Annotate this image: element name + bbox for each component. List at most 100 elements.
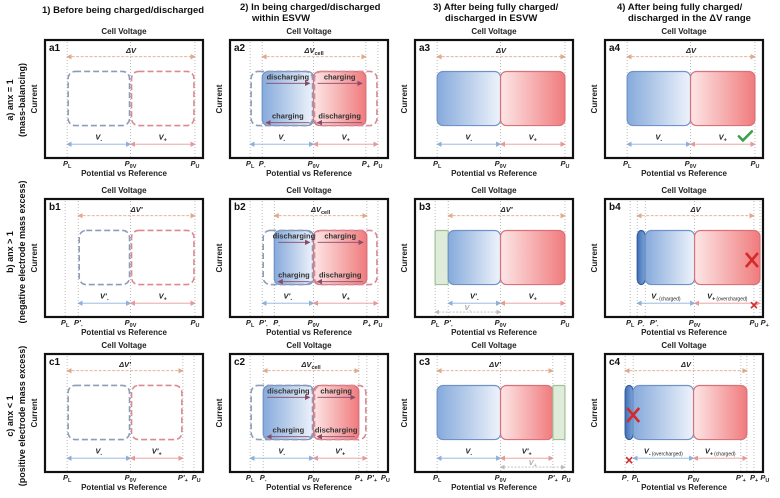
positive-electrode-region: [499, 70, 566, 127]
column-title-2: within ESVW: [251, 13, 310, 24]
negative-window-label: V-: [95, 446, 102, 457]
voltage-range-label-main: ΔV: [125, 46, 137, 55]
potential-tick-label-main: P: [190, 318, 196, 327]
positive-window-label-main: V: [705, 446, 711, 455]
potential-tick-label-main: P: [190, 159, 196, 168]
potential-tick-label: PU: [562, 473, 571, 484]
potential-tick-label: P0V: [495, 318, 507, 329]
negative-window-label: V-: [465, 132, 472, 143]
negative-window-label-main: V': [284, 291, 291, 300]
potential-axis-label: Potential vs Reference: [451, 483, 537, 492]
potential-tick-label: PL: [433, 473, 442, 484]
positive-window-label-sub: +: [342, 451, 345, 457]
positive-electrode-region: [499, 229, 566, 286]
potential-tick-label-sub: 0V: [313, 164, 320, 170]
potential-tick-label: P0V: [685, 159, 697, 170]
voltage-range-label: ΔV: [495, 46, 507, 55]
potential-tick-label-sub: +: [360, 478, 363, 484]
potential-tick-label-main: P: [192, 473, 198, 482]
potential-tick-label-sub: +: [766, 323, 769, 329]
current-axis-label: Current: [590, 84, 599, 113]
potential-tick-label-main: P: [125, 318, 131, 327]
potential-tick-label-sub: L: [438, 164, 442, 170]
potential-tick-label: P'+: [548, 473, 558, 484]
potential-tick-label-main: P: [749, 318, 755, 327]
potential-tick-label-sub: L: [68, 478, 72, 484]
voltage-range-label-main: ΔV': [118, 360, 131, 369]
potential-tick-label-sub: U: [565, 323, 569, 329]
column-title-3: 3) After being fully charged/: [433, 2, 559, 13]
current-axis-label: Current: [400, 243, 409, 272]
negative-window-label-sub: -: [470, 451, 472, 457]
voltage-range-label-main: ΔV: [680, 360, 692, 369]
potential-tick-label-sub: -: [451, 323, 453, 329]
potential-tick-label-main: P: [63, 159, 69, 168]
potential-tick-label-main: P: [433, 159, 439, 168]
discharging-label: discharging: [267, 72, 310, 81]
potential-tick-label: PU: [749, 318, 758, 329]
potential-tick-label: P-: [260, 473, 267, 484]
negative-electrode-region: [632, 384, 695, 441]
negative-window-label: V'-: [284, 291, 293, 302]
negative-window-label-sub: -: [283, 137, 285, 143]
potential-tick-label-main: P: [750, 473, 756, 482]
negative-electrode-region: [644, 229, 696, 286]
potential-tick-label-main: P: [626, 318, 632, 327]
panel-id: c4: [609, 357, 621, 368]
positive-cv-outline: [130, 384, 183, 441]
negative-window-label: V-(charged): [651, 291, 681, 302]
negative-window-label: V-: [95, 132, 102, 143]
panel-frame: [43, 197, 205, 319]
negative-window-label-sub: -: [100, 137, 102, 143]
charging-label: charging: [320, 386, 352, 395]
voltage-range-label-main: ΔV': [488, 360, 501, 369]
positive-window-label-main: V: [707, 291, 713, 300]
positive-window-label-main: V': [152, 446, 159, 455]
potential-axis-label: Potential vs Reference: [451, 169, 537, 178]
potential-tick-label-main: P: [689, 318, 695, 327]
panel-b4: PL P- P'- P0V PU P+ΔVV-(charged) V+(overcharge…: [603, 197, 769, 329]
positive-window-label-note: (charged): [714, 451, 736, 457]
negative-cv-outline: [250, 70, 314, 127]
potential-tick-label: P0V: [125, 159, 137, 170]
panel-id: c3: [419, 357, 431, 368]
panel-id: a2: [234, 43, 246, 54]
small-cross-icon: [750, 301, 758, 309]
positive-window-label-sub: +: [724, 137, 727, 143]
potential-axis-label: Potential vs Reference: [641, 169, 727, 178]
current-axis-label: Current: [215, 84, 224, 113]
discharging-label: discharging: [267, 386, 310, 395]
potential-tick-label: P0V: [689, 318, 701, 329]
potential-tick-label-sub: L: [251, 323, 255, 329]
cell-voltage-label: Cell Voltage: [471, 341, 517, 350]
panel-id: a3: [419, 43, 431, 54]
original-window-label: V+: [529, 458, 537, 469]
potential-tick-label: P0V: [125, 473, 137, 484]
potential-tick-label-sub: 0V: [500, 323, 507, 329]
current-axis-label: Current: [30, 398, 39, 427]
potential-tick-label: PU: [373, 318, 382, 329]
cell-voltage-label: Cell Voltage: [286, 341, 332, 350]
positive-window-label-sub: +: [158, 451, 161, 457]
potential-tick-label-main: P': [650, 318, 657, 327]
voltage-range-label-main: ΔV: [690, 205, 702, 214]
positive-window-label-sub: +: [164, 296, 167, 302]
potential-tick-label-sub: -: [657, 323, 659, 329]
potential-tick-label-sub: L: [637, 478, 641, 484]
charging-label: charging: [273, 426, 305, 435]
potential-tick-label: P+: [363, 318, 371, 329]
potential-tick-label-sub: +: [185, 478, 188, 484]
row-label-2: c) anx < 1: [5, 395, 15, 436]
potential-tick-label-main: P: [355, 473, 361, 482]
potential-axis-label: Potential vs Reference: [81, 169, 167, 178]
potential-tick-label-sub: -: [81, 323, 83, 329]
potential-tick-label-sub: L: [66, 323, 70, 329]
potential-tick-label-sub: 0V: [500, 164, 507, 170]
potential-tick-label-sub: U: [755, 164, 759, 170]
potential-tick-label-sub: L: [628, 164, 632, 170]
potential-tick-label: P0V: [495, 473, 507, 484]
positive-window-label-sub: +: [534, 296, 537, 302]
negative-window-label-note: (overcharged): [652, 451, 683, 457]
positive-window-label-main: V: [159, 291, 165, 300]
potential-tick-label-main: P': [178, 473, 185, 482]
